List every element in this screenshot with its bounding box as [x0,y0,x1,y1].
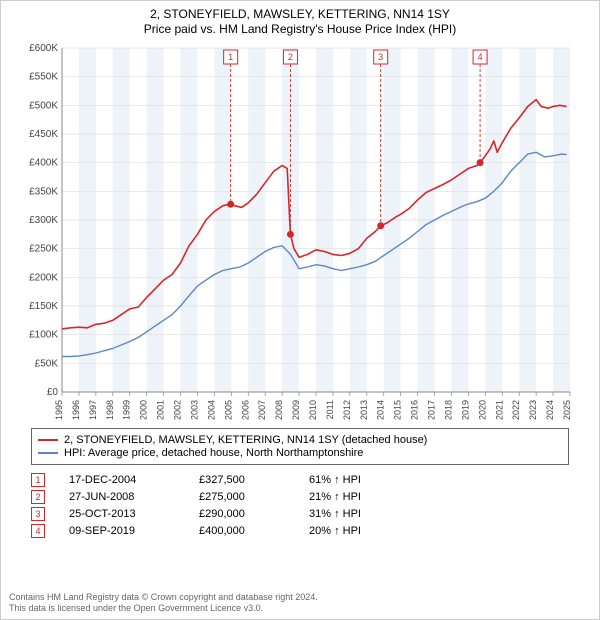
transaction-table: 1 17-DEC-2004£327,50061% ↑ HPI 2 27-JUN-200… [31,473,569,538]
svg-text:2021: 2021 [494,400,504,420]
svg-text:2012: 2012 [342,400,352,420]
svg-text:2018: 2018 [443,400,453,420]
svg-text:2025: 2025 [562,400,572,420]
svg-text:1997: 1997 [88,400,98,420]
svg-text:2020: 2020 [477,400,487,420]
table-row: 3 25-OCT-2013£290,00031% ↑ HPI [31,507,569,521]
svg-text:1998: 1998 [105,400,115,420]
footnote-line1: Contains HM Land Registry data © Crown c… [9,592,591,604]
tx-price: £290,000 [199,508,309,520]
title-address: 2, STONEYFIELD, MAWSLEY, KETTERING, NN14… [11,7,589,21]
svg-text:2005: 2005 [223,400,233,420]
line-chart-svg: £0 £50K £100K £150K £200K £250K £300K £350K £400… [20,42,580,422]
tx-price: £275,000 [199,491,309,503]
svg-text:1: 1 [228,52,233,62]
chart-container: 2, STONEYFIELD, MAWSLEY, KETTERING, NN14… [0,0,600,620]
svg-text:2011: 2011 [325,400,335,419]
legend-label: 2, STONEYFIELD, MAWSLEY, KETTERING, NN14… [64,434,427,446]
svg-text:2003: 2003 [189,400,199,420]
title-subtitle: Price paid vs. HM Land Registry's House … [11,22,589,36]
tx-marker-box: 2 [31,490,45,504]
tx-date: 09-SEP-2019 [69,525,199,537]
table-row: 1 17-DEC-2004£327,50061% ↑ HPI [31,473,569,487]
legend-swatch [38,452,58,454]
tx-date: 27-JUN-2008 [69,491,199,503]
svg-text:2014: 2014 [376,400,386,420]
svg-text:2016: 2016 [410,400,420,420]
tx-pct: 31% ↑ HPI [309,508,409,520]
svg-text:£400K: £400K [29,158,58,169]
svg-text:4: 4 [478,52,483,62]
legend-row: 2, STONEYFIELD, MAWSLEY, KETTERING, NN14… [38,434,562,446]
tx-price: £327,500 [199,474,309,486]
tx-pct: 61% ↑ HPI [309,474,409,486]
tx-pct: 21% ↑ HPI [309,491,409,503]
footnote-line2: This data is licensed under the Open Gov… [9,603,591,615]
svg-text:2002: 2002 [173,400,183,420]
table-row: 4 09-SEP-2019£400,00020% ↑ HPI [31,524,569,538]
svg-text:2008: 2008 [274,400,284,420]
svg-text:2023: 2023 [528,400,538,420]
svg-text:2000: 2000 [139,400,149,420]
svg-text:£300K: £300K [29,215,58,226]
legend-label: HPI: Average price, detached house, Nort… [64,447,363,459]
title-block: 2, STONEYFIELD, MAWSLEY, KETTERING, NN14… [1,1,599,38]
svg-text:£550K: £550K [29,72,58,83]
svg-text:1996: 1996 [71,400,81,420]
svg-text:2024: 2024 [545,400,555,420]
tx-date: 25-OCT-2013 [69,508,199,520]
tx-marker-box: 4 [31,524,45,538]
legend-row: HPI: Average price, detached house, Nort… [38,447,562,459]
svg-text:1995: 1995 [54,400,64,420]
legend-box: 2, STONEYFIELD, MAWSLEY, KETTERING, NN14… [31,428,569,465]
svg-text:£50K: £50K [35,358,59,369]
tx-marker-box: 3 [31,507,45,521]
svg-text:1999: 1999 [122,400,132,420]
svg-text:£100K: £100K [29,330,58,341]
tx-marker-box: 1 [31,473,45,487]
svg-text:3: 3 [378,52,383,62]
footnote: Contains HM Land Registry data © Crown c… [9,592,591,615]
svg-text:£450K: £450K [29,129,58,140]
svg-text:£150K: £150K [29,301,58,312]
svg-text:£500K: £500K [29,100,58,111]
svg-text:2007: 2007 [257,400,267,420]
svg-text:£350K: £350K [29,186,58,197]
svg-text:2006: 2006 [240,400,250,420]
svg-text:2009: 2009 [291,400,301,420]
svg-text:2004: 2004 [206,400,216,420]
svg-text:2: 2 [288,52,293,62]
svg-text:2017: 2017 [427,400,437,420]
svg-text:£250K: £250K [29,244,58,255]
svg-text:2015: 2015 [393,400,403,420]
legend-swatch [38,439,58,441]
tx-date: 17-DEC-2004 [69,474,199,486]
svg-text:2013: 2013 [359,400,369,420]
svg-text:2010: 2010 [308,400,318,420]
svg-text:2001: 2001 [156,400,166,420]
chart-area: £0 £50K £100K £150K £200K £250K £300K £350K £400… [20,42,580,422]
table-row: 2 27-JUN-2008£275,00021% ↑ HPI [31,490,569,504]
tx-pct: 20% ↑ HPI [309,525,409,537]
svg-text:2022: 2022 [511,400,521,420]
svg-text:£600K: £600K [29,43,58,54]
svg-text:2019: 2019 [460,400,470,420]
svg-text:£200K: £200K [29,272,58,283]
tx-price: £400,000 [199,525,309,537]
svg-text:£0: £0 [47,387,59,398]
